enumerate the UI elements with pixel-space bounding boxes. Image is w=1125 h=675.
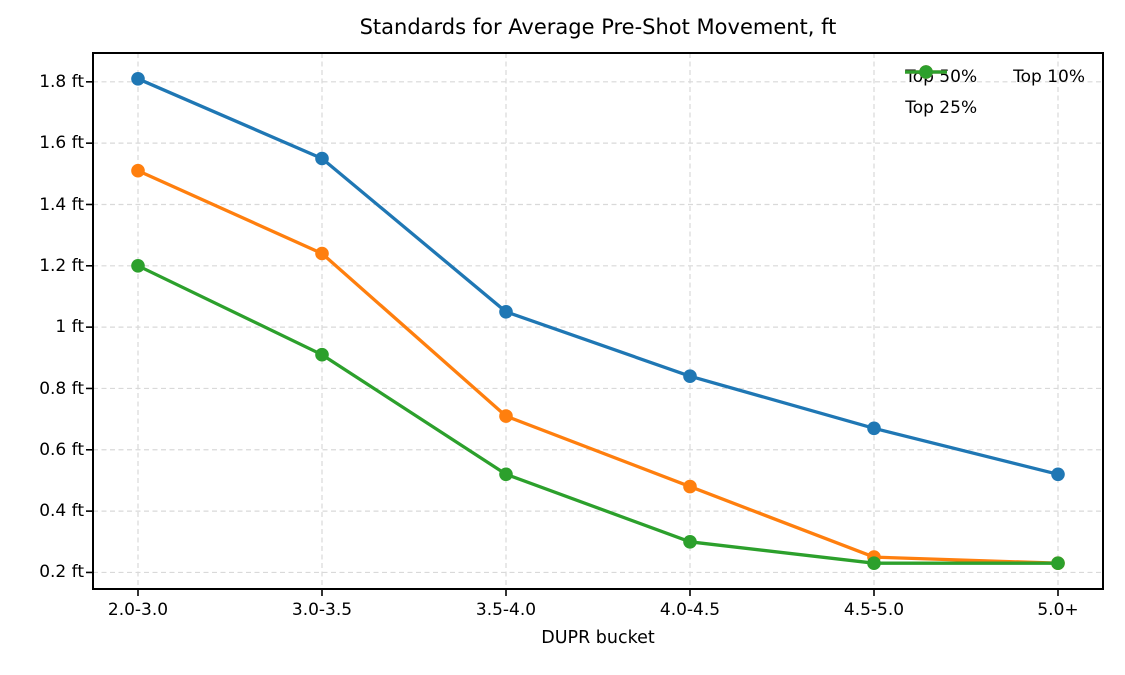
marker-top-50-3 xyxy=(683,369,697,384)
y-tick-label: 1.6 ft xyxy=(39,133,84,154)
marker-top-25-2 xyxy=(499,409,513,423)
marker-top-25-0 xyxy=(131,163,145,178)
x-tick-label: 5.0+ xyxy=(1037,600,1079,620)
marker-top-50-0 xyxy=(131,72,145,86)
y-tick-label: 0.8 ft xyxy=(39,378,84,399)
marker-top-10-1 xyxy=(315,347,329,362)
y-tick-label: 1 ft xyxy=(55,317,84,338)
marker-top-10-2 xyxy=(499,467,513,482)
legend: Top 50% Top 25% Top 10% xyxy=(905,64,1085,121)
marker-top-25-3 xyxy=(683,479,697,494)
legend-item-top-10: Top 10% xyxy=(905,64,1085,90)
marker-top-10-4 xyxy=(867,556,881,570)
chart-title: Standards for Average Pre-Shot Movement,… xyxy=(359,15,837,39)
marker-top-10-0 xyxy=(131,259,145,273)
legend-item-top-25: Top 25% xyxy=(905,65,978,121)
x-axis-tick-labels: 2.0-3.0 3.0-3.5 3.5-4.0 4.0-4.5 4.5-5.0 5.0+ xyxy=(93,597,1103,621)
marker-top-25-1 xyxy=(315,246,329,261)
marker-top-50-4 xyxy=(867,421,881,436)
x-tick-label: 3.5-4.0 xyxy=(475,600,537,620)
x-tick-label: 4.5-5.0 xyxy=(843,600,905,620)
x-tick-label: 3.0-3.5 xyxy=(291,600,353,620)
marker-top-50-1 xyxy=(315,151,329,166)
marker-top-10-5 xyxy=(1051,556,1065,570)
plot-area: Top 50% Top 25% Top 10% xyxy=(86,52,1104,596)
y-tick-label: 1.8 ft xyxy=(39,71,84,92)
marker-top-50-5 xyxy=(1051,467,1065,482)
x-axis-label: DUPR bucket xyxy=(541,628,655,648)
y-axis-tick-labels: 0.2 ft 0.4 ft 0.6 ft 0.8 ft 1 ft 1.2 ft 1.4 ft… xyxy=(0,53,84,589)
line-chart-canvas xyxy=(86,52,1104,596)
x-tick-label: 4.0-4.5 xyxy=(659,600,721,620)
x-tick-label: 2.0-3.0 xyxy=(107,600,169,620)
legend-sample-line-icon xyxy=(905,65,948,79)
y-tick-label: 1.4 ft xyxy=(39,194,84,215)
series-line-top-10 xyxy=(136,264,1060,565)
y-tick-label: 0.2 ft xyxy=(39,562,84,583)
axes-spine xyxy=(92,52,1104,590)
y-tick-label: 0.6 ft xyxy=(39,439,84,460)
marker-top-10-3 xyxy=(683,535,697,549)
legend-label: Top 10% xyxy=(1013,67,1085,87)
marker-top-50-2 xyxy=(499,305,513,319)
y-tick-label: 0.4 ft xyxy=(39,501,84,522)
legend-label: Top 25% xyxy=(905,98,978,118)
y-tick-label: 1.2 ft xyxy=(39,255,84,276)
series-line-top-25 xyxy=(136,169,1060,565)
series-line-top-50 xyxy=(136,77,1060,476)
